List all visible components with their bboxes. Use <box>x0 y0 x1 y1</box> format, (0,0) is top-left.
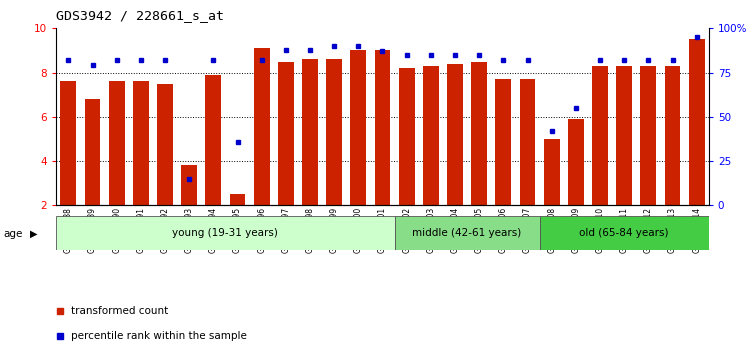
Bar <box>447 64 463 205</box>
Bar <box>539 216 709 250</box>
Bar <box>664 66 680 205</box>
Bar <box>206 75 221 205</box>
Bar <box>544 139 560 205</box>
Bar <box>640 66 656 205</box>
Bar <box>326 59 342 205</box>
Bar <box>592 66 608 205</box>
Bar <box>471 62 487 205</box>
Bar <box>61 81 76 205</box>
Bar <box>423 66 439 205</box>
Bar <box>350 51 366 205</box>
Bar <box>394 216 539 250</box>
Bar <box>568 119 584 205</box>
Text: transformed count: transformed count <box>70 306 168 316</box>
Bar <box>230 194 245 205</box>
Bar <box>399 68 415 205</box>
Text: middle (42-61 years): middle (42-61 years) <box>413 228 522 238</box>
Bar <box>688 39 704 205</box>
Bar <box>254 48 269 205</box>
Bar <box>302 59 318 205</box>
Bar <box>56 216 394 250</box>
Text: age: age <box>4 229 23 239</box>
Bar <box>520 79 536 205</box>
Text: old (65-84 years): old (65-84 years) <box>580 228 669 238</box>
Bar <box>109 81 124 205</box>
Text: percentile rank within the sample: percentile rank within the sample <box>70 331 247 341</box>
Text: GDS3942 / 228661_s_at: GDS3942 / 228661_s_at <box>56 9 224 22</box>
Bar <box>133 81 148 205</box>
Bar <box>158 84 172 205</box>
Bar <box>278 62 294 205</box>
Text: ▶: ▶ <box>30 229 38 239</box>
Text: young (19-31 years): young (19-31 years) <box>172 228 278 238</box>
Bar <box>85 99 100 205</box>
Bar <box>375 51 390 205</box>
Bar <box>182 166 197 205</box>
Bar <box>496 79 512 205</box>
Bar <box>616 66 632 205</box>
